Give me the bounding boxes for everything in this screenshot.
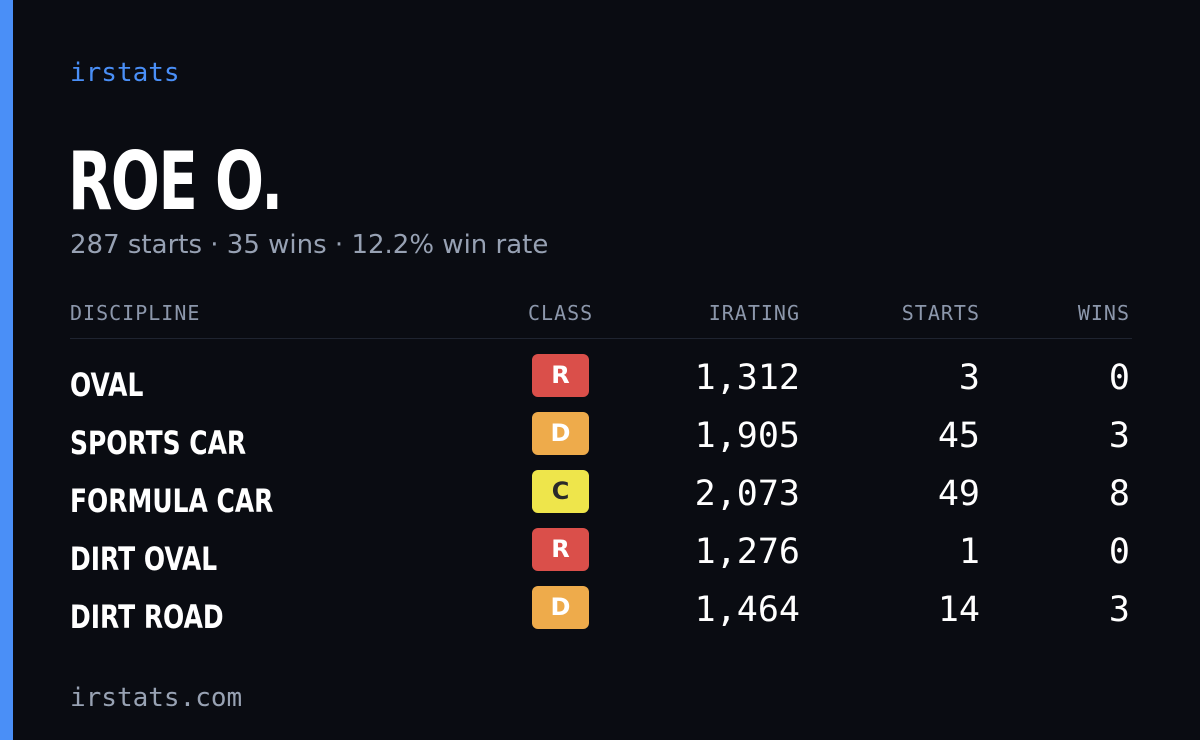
discipline-label: DIRT OVAL — [70, 540, 218, 578]
starts-value: 14 — [937, 590, 980, 630]
table-row: SPORTS CAR D 1,905 45 3 — [70, 407, 1132, 465]
stats-table-header: DISCIPLINE CLASS IRATING STARTS WINS — [70, 300, 1132, 339]
header-irating: IRATING — [708, 301, 800, 325]
accent-bar — [0, 0, 13, 740]
starts-value: 1 — [958, 532, 980, 572]
class-badge: R — [532, 528, 589, 571]
starts-value: 49 — [937, 474, 980, 514]
driver-name: ROE O. — [68, 135, 283, 228]
irating-value: 1,464 — [694, 590, 800, 630]
header-wins: WINS — [1077, 301, 1130, 325]
header-discipline: DISCIPLINE — [70, 301, 201, 325]
irating-value: 2,073 — [694, 474, 800, 514]
wins-value: 0 — [1108, 532, 1130, 572]
wins-value: 3 — [1108, 416, 1130, 456]
wins-value: 8 — [1108, 474, 1130, 514]
footer-url: irstats.com — [70, 683, 243, 713]
header-starts: STARTS — [901, 301, 980, 325]
class-badge: D — [532, 412, 589, 455]
driver-summary: 287 starts · 35 wins · 12.2% win rate — [70, 230, 549, 260]
wins-value: 0 — [1108, 358, 1130, 398]
table-row: FORMULA CAR C 2,073 49 8 — [70, 465, 1132, 523]
header-class: CLASS — [528, 301, 594, 325]
discipline-label: SPORTS CAR — [70, 424, 247, 462]
starts-value: 3 — [958, 358, 980, 398]
table-row: OVAL R 1,312 3 0 — [70, 349, 1132, 407]
irating-value: 1,312 — [694, 358, 800, 398]
irating-value: 1,276 — [694, 532, 800, 572]
wins-value: 3 — [1108, 590, 1130, 630]
discipline-label: OVAL — [70, 366, 144, 404]
starts-value: 45 — [937, 416, 980, 456]
class-badge: C — [532, 470, 589, 513]
class-badge: R — [532, 354, 589, 397]
table-row: DIRT OVAL R 1,276 1 0 — [70, 523, 1132, 581]
discipline-label: DIRT ROAD — [70, 598, 224, 636]
discipline-label: FORMULA CAR — [70, 482, 274, 520]
class-badge: D — [532, 586, 589, 629]
table-row: DIRT ROAD D 1,464 14 3 — [70, 581, 1132, 639]
brand-wordmark: irstats — [70, 58, 180, 88]
stats-table-body: OVAL R 1,312 3 0 SPORTS CAR D 1,905 45 3… — [70, 349, 1132, 639]
irating-value: 1,905 — [694, 416, 800, 456]
